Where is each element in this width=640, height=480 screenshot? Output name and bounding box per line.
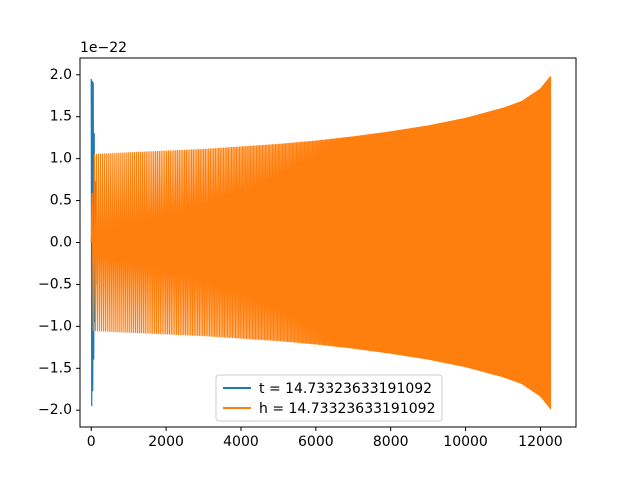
y-tick-label: 0.5 <box>50 193 72 209</box>
axes-frame <box>79 57 577 428</box>
legend-box <box>215 374 443 422</box>
x-tick-label: 10000 <box>443 434 488 450</box>
x-tick-label: 4000 <box>223 434 259 450</box>
y-tick-label: −1.5 <box>38 360 72 376</box>
y-tick-label: −1.0 <box>38 318 72 334</box>
y-axis: 2.0 1.5 1.0 0.5 0.0 −0.5 −1.0 −1.5 −2.0 <box>38 67 80 418</box>
y-offset-label: 1e−22 <box>80 40 127 56</box>
y-tick-label: 0.0 <box>50 235 72 251</box>
legend-label-1: t = 14.73323633191092 <box>259 381 432 397</box>
legend: t = 14.73323633191092 h = 14.733236331910… <box>215 374 443 422</box>
plot-area <box>90 76 552 410</box>
x-tick-label: 2000 <box>148 434 184 450</box>
y-tick-label: 1.0 <box>50 151 72 167</box>
y-tick-label: 2.0 <box>50 67 72 83</box>
x-tick-label: 0 <box>87 434 96 450</box>
x-tick-label: 12000 <box>518 434 563 450</box>
y-tick-label: 1.5 <box>50 109 72 125</box>
x-tick-label: 8000 <box>373 434 409 450</box>
x-tick-label: 6000 <box>298 434 334 450</box>
series-line-2 <box>90 76 552 410</box>
y-tick-label: −0.5 <box>38 276 72 292</box>
y-tick-label: −2.0 <box>38 402 72 418</box>
x-axis: 0 2000 4000 6000 8000 10000 12000 <box>87 427 563 450</box>
legend-label-2: h = 14.73323633191092 <box>259 401 435 417</box>
